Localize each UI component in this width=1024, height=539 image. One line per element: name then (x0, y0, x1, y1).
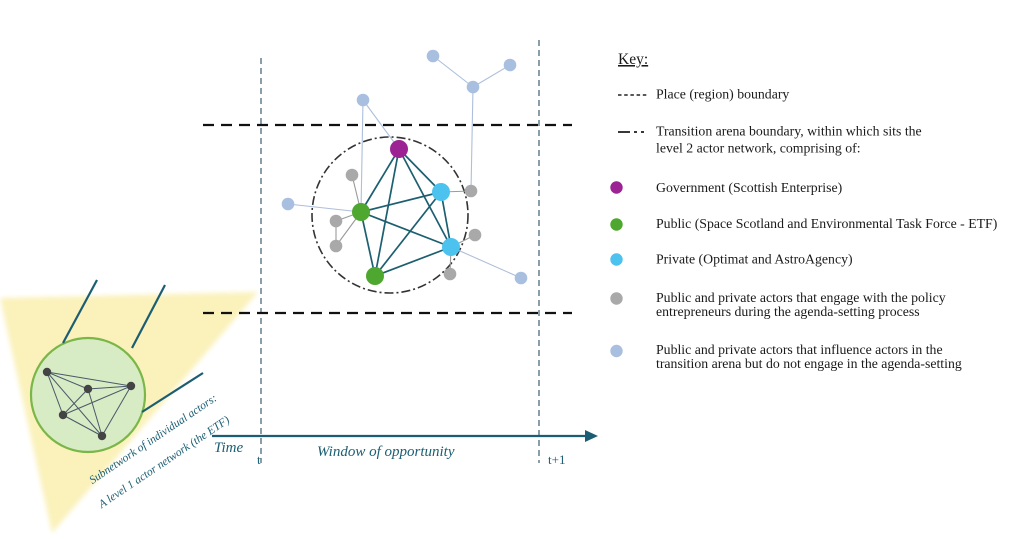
svg-text:entrepreneurs during the agend: entrepreneurs during the agenda-setting … (656, 304, 920, 319)
svg-text:Place (region) boundary: Place (region) boundary (656, 87, 789, 103)
svg-text:Government (Scottish Enterpris: Government (Scottish Enterprise) (656, 180, 842, 196)
svg-text:Public (Space Scotland and Env: Public (Space Scotland and Environmental… (656, 216, 997, 232)
svg-text:t: t (257, 452, 261, 467)
svg-text:Time: Time (214, 440, 244, 456)
svg-text:level 2 actor network, compris: level 2 actor network, comprising of: (656, 141, 861, 156)
svg-text:Public and private actors that: Public and private actors that engage wi… (656, 290, 946, 305)
svg-text:Transition arena boundary, wit: Transition arena boundary, within which … (656, 124, 922, 139)
svg-text:Key:: Key: (618, 51, 648, 68)
svg-text:transition arena but do not en: transition arena but do not engage in th… (656, 356, 962, 371)
svg-text:Window of opportunity: Window of opportunity (317, 444, 455, 460)
svg-text:Private (Optimat and AstroAgen: Private (Optimat and AstroAgency) (656, 252, 853, 268)
svg-text:Public and private actors that: Public and private actors that influence… (656, 342, 943, 357)
svg-text:t+1: t+1 (548, 452, 565, 467)
